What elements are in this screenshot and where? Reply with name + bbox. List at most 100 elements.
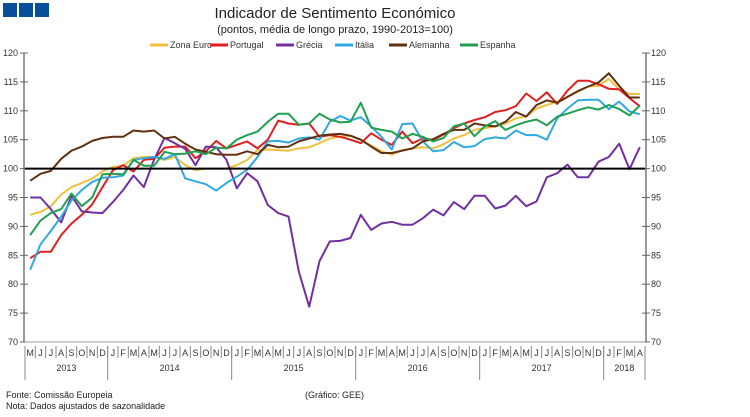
month-label: S: [68, 348, 74, 358]
series-line-grécia: [30, 137, 641, 308]
month-label: D: [223, 348, 230, 358]
month-label: A: [513, 348, 519, 358]
year-label: 2017: [532, 363, 552, 373]
month-label: J: [297, 348, 302, 358]
month-label: J: [38, 348, 43, 358]
month-label: J: [421, 348, 426, 358]
chart-subtitle: (pontos, média de longo prazo, 1990-2013…: [217, 24, 453, 36]
month-label: J: [410, 348, 415, 358]
month-label: N: [461, 348, 468, 358]
month-label: O: [574, 348, 581, 358]
month-label: D: [347, 348, 354, 358]
y-tick-label-left: 115: [4, 77, 18, 87]
month-label: J: [235, 348, 240, 358]
y-tick-label-right: 80: [651, 279, 661, 289]
month-label: A: [306, 348, 312, 358]
y-tick-label-right: 105: [651, 135, 666, 145]
series-line-alemanha: [29, 72, 640, 182]
month-label: M: [26, 348, 34, 358]
legend-label: Grécia: [296, 40, 323, 50]
series-line-itália: [29, 98, 641, 271]
y-tick-label-left: 110: [4, 106, 18, 116]
month-label: A: [554, 348, 560, 358]
month-label: O: [202, 348, 209, 358]
month-label: J: [359, 348, 364, 358]
y-tick-label-left: 70: [8, 337, 18, 347]
year-label: 2013: [56, 363, 76, 373]
month-label: M: [150, 348, 158, 358]
chart-credit: (Gráfico: GEE): [305, 390, 365, 400]
month-label: F: [492, 348, 498, 358]
month-label: M: [398, 348, 406, 358]
month-label: A: [141, 348, 147, 358]
y-tick-label-left: 120: [3, 48, 18, 58]
y-tick-label-right: 90: [651, 221, 661, 231]
month-label: N: [337, 348, 344, 358]
y-tick-label-left: 105: [3, 135, 18, 145]
month-label: S: [316, 348, 322, 358]
month-label: F: [616, 348, 622, 358]
y-tick-label-left: 85: [8, 250, 18, 260]
month-label: A: [58, 348, 64, 358]
series-line-zona-euro: [29, 78, 640, 216]
y-tick-label-right: 85: [651, 250, 661, 260]
month-label: J: [173, 348, 178, 358]
y-tick-label-left: 80: [8, 279, 18, 289]
month-label: A: [265, 348, 271, 358]
legend-label: Zona Euro: [170, 40, 212, 50]
month-label: A: [430, 348, 436, 358]
month-label: M: [254, 348, 262, 358]
legend-label: Alemanha: [409, 40, 450, 50]
month-label: F: [244, 348, 250, 358]
seasonal-note: Nota: Dados ajustados de sazonalidade: [6, 401, 166, 411]
y-tick-label-left: 95: [8, 193, 18, 203]
y-tick-label-right: 75: [651, 308, 661, 318]
month-label: S: [564, 348, 570, 358]
month-label: A: [389, 348, 395, 358]
month-label: M: [522, 348, 530, 358]
month-label: J: [545, 348, 550, 358]
month-label: J: [49, 348, 54, 358]
month-label: M: [130, 348, 138, 358]
legend-label: Itália: [355, 40, 374, 50]
month-label: O: [450, 348, 457, 358]
month-label: N: [585, 348, 592, 358]
year-label: 2018: [614, 363, 634, 373]
y-tick-label-left: 75: [8, 308, 18, 318]
month-label: M: [502, 348, 510, 358]
month-label: F: [368, 348, 374, 358]
source-note: Fonte: Comissão Europeia: [6, 390, 113, 400]
month-label: M: [274, 348, 282, 358]
month-label: N: [89, 348, 96, 358]
month-label: A: [637, 348, 643, 358]
y-tick-label-right: 100: [651, 164, 666, 174]
month-label: D: [99, 348, 106, 358]
month-label: J: [286, 348, 291, 358]
month-label: D: [595, 348, 602, 358]
y-tick-label-right: 95: [651, 193, 661, 203]
y-tick-label-left: 90: [8, 221, 18, 231]
month-label: N: [213, 348, 220, 358]
month-label: F: [120, 348, 126, 358]
month-label: M: [626, 348, 634, 358]
month-label: J: [111, 348, 116, 358]
y-tick-label-right: 120: [651, 48, 666, 58]
month-label: S: [192, 348, 198, 358]
series-line-portugal: [29, 79, 641, 260]
month-label: D: [471, 348, 478, 358]
month-label: J: [607, 348, 612, 358]
month-label: J: [162, 348, 167, 358]
month-label: A: [182, 348, 188, 358]
month-label: S: [440, 348, 446, 358]
year-label: 2014: [160, 363, 180, 373]
month-label: M: [378, 348, 386, 358]
y-tick-label-right: 115: [651, 77, 665, 87]
month-label: O: [78, 348, 85, 358]
month-label: J: [534, 348, 539, 358]
year-label: 2016: [408, 363, 428, 373]
month-label: O: [326, 348, 333, 358]
month-label: J: [483, 348, 488, 358]
legend-label: Espanha: [480, 40, 516, 50]
series-line-espanha: [29, 101, 641, 236]
